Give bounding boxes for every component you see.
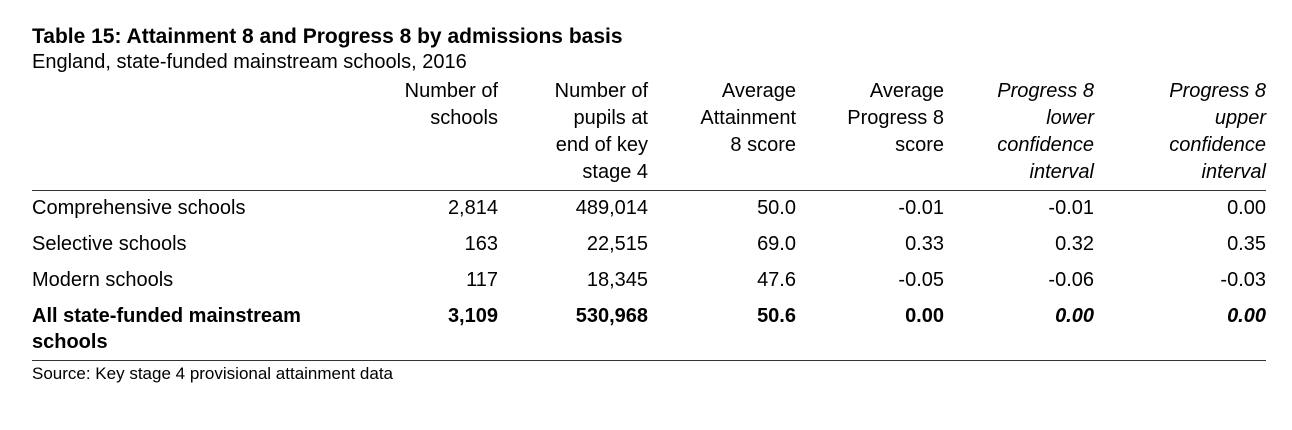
header-progress-8-upper-ci: Progress 8 upper confidence interval — [1169, 80, 1266, 183]
cell-upper-ci: 0.35 — [1227, 233, 1266, 255]
header-average-attainment-8: Average Attainment 8 score — [700, 80, 796, 156]
table-row: Modern schools 117 18,345 47.6 -0.05 -0.… — [32, 263, 1266, 299]
cell-number-of-schools: 2,814 — [447, 197, 498, 219]
total-row-label: All state-funded mainstream schools — [32, 305, 301, 353]
table-title: Table 15: Attainment 8 and Progress 8 by… — [32, 25, 623, 48]
header-row: Number of schools Number of pupils at en… — [32, 78, 1266, 191]
header-progress-8-lower-ci: Progress 8 lower confidence interval — [997, 80, 1094, 183]
cell-upper-ci: 0.00 — [1227, 197, 1266, 219]
cell-number-of-pupils: 489,014 — [575, 197, 648, 219]
total-lower-ci: 0.00 — [1055, 305, 1094, 327]
header-blank — [32, 78, 398, 191]
cell-attainment-8: 50.0 — [757, 197, 796, 219]
cell-number-of-schools: 117 — [466, 269, 498, 291]
header-number-of-schools: Number of schools — [404, 80, 498, 129]
total-progress-8: 0.00 — [905, 305, 944, 327]
table-row: Comprehensive schools 2,814 489,014 50.0… — [32, 191, 1266, 228]
cell-lower-ci: -0.01 — [1048, 197, 1094, 219]
cell-lower-ci: 0.32 — [1055, 233, 1094, 255]
cell-progress-8: -0.01 — [898, 197, 944, 219]
cell-attainment-8: 47.6 — [757, 269, 796, 291]
total-number-of-pupils: 530,968 — [575, 305, 648, 327]
attainment-table: Number of schools Number of pupils at en… — [32, 78, 1266, 361]
table-subtitle: England, state-funded mainstream schools… — [32, 51, 467, 73]
cell-upper-ci: -0.03 — [1220, 269, 1266, 291]
cell-progress-8: 0.33 — [905, 233, 944, 255]
cell-number-of-pupils: 18,345 — [586, 269, 648, 291]
total-attainment-8: 50.6 — [757, 305, 796, 327]
header-average-progress-8: Average Progress 8 score — [847, 80, 944, 156]
source-note: Source: Key stage 4 provisional attainme… — [32, 364, 393, 383]
table-container: Table 15: Attainment 8 and Progress 8 by… — [32, 24, 1266, 385]
row-label: Comprehensive schools — [32, 197, 246, 219]
total-number-of-schools: 3,109 — [447, 305, 498, 327]
total-upper-ci: 0.00 — [1227, 305, 1266, 327]
total-row: All state-funded mainstream schools 3,10… — [32, 299, 1266, 361]
header-number-of-pupils: Number of pupils at end of key stage 4 — [554, 80, 648, 183]
table-row: Selective schools 163 22,515 69.0 0.33 0… — [32, 227, 1266, 263]
cell-lower-ci: -0.06 — [1048, 269, 1094, 291]
row-label: Selective schools — [32, 233, 187, 255]
cell-number-of-pupils: 22,515 — [586, 233, 648, 255]
cell-number-of-schools: 163 — [464, 233, 498, 255]
cell-progress-8: -0.05 — [898, 269, 944, 291]
cell-attainment-8: 69.0 — [757, 233, 796, 255]
row-label: Modern schools — [32, 269, 174, 291]
